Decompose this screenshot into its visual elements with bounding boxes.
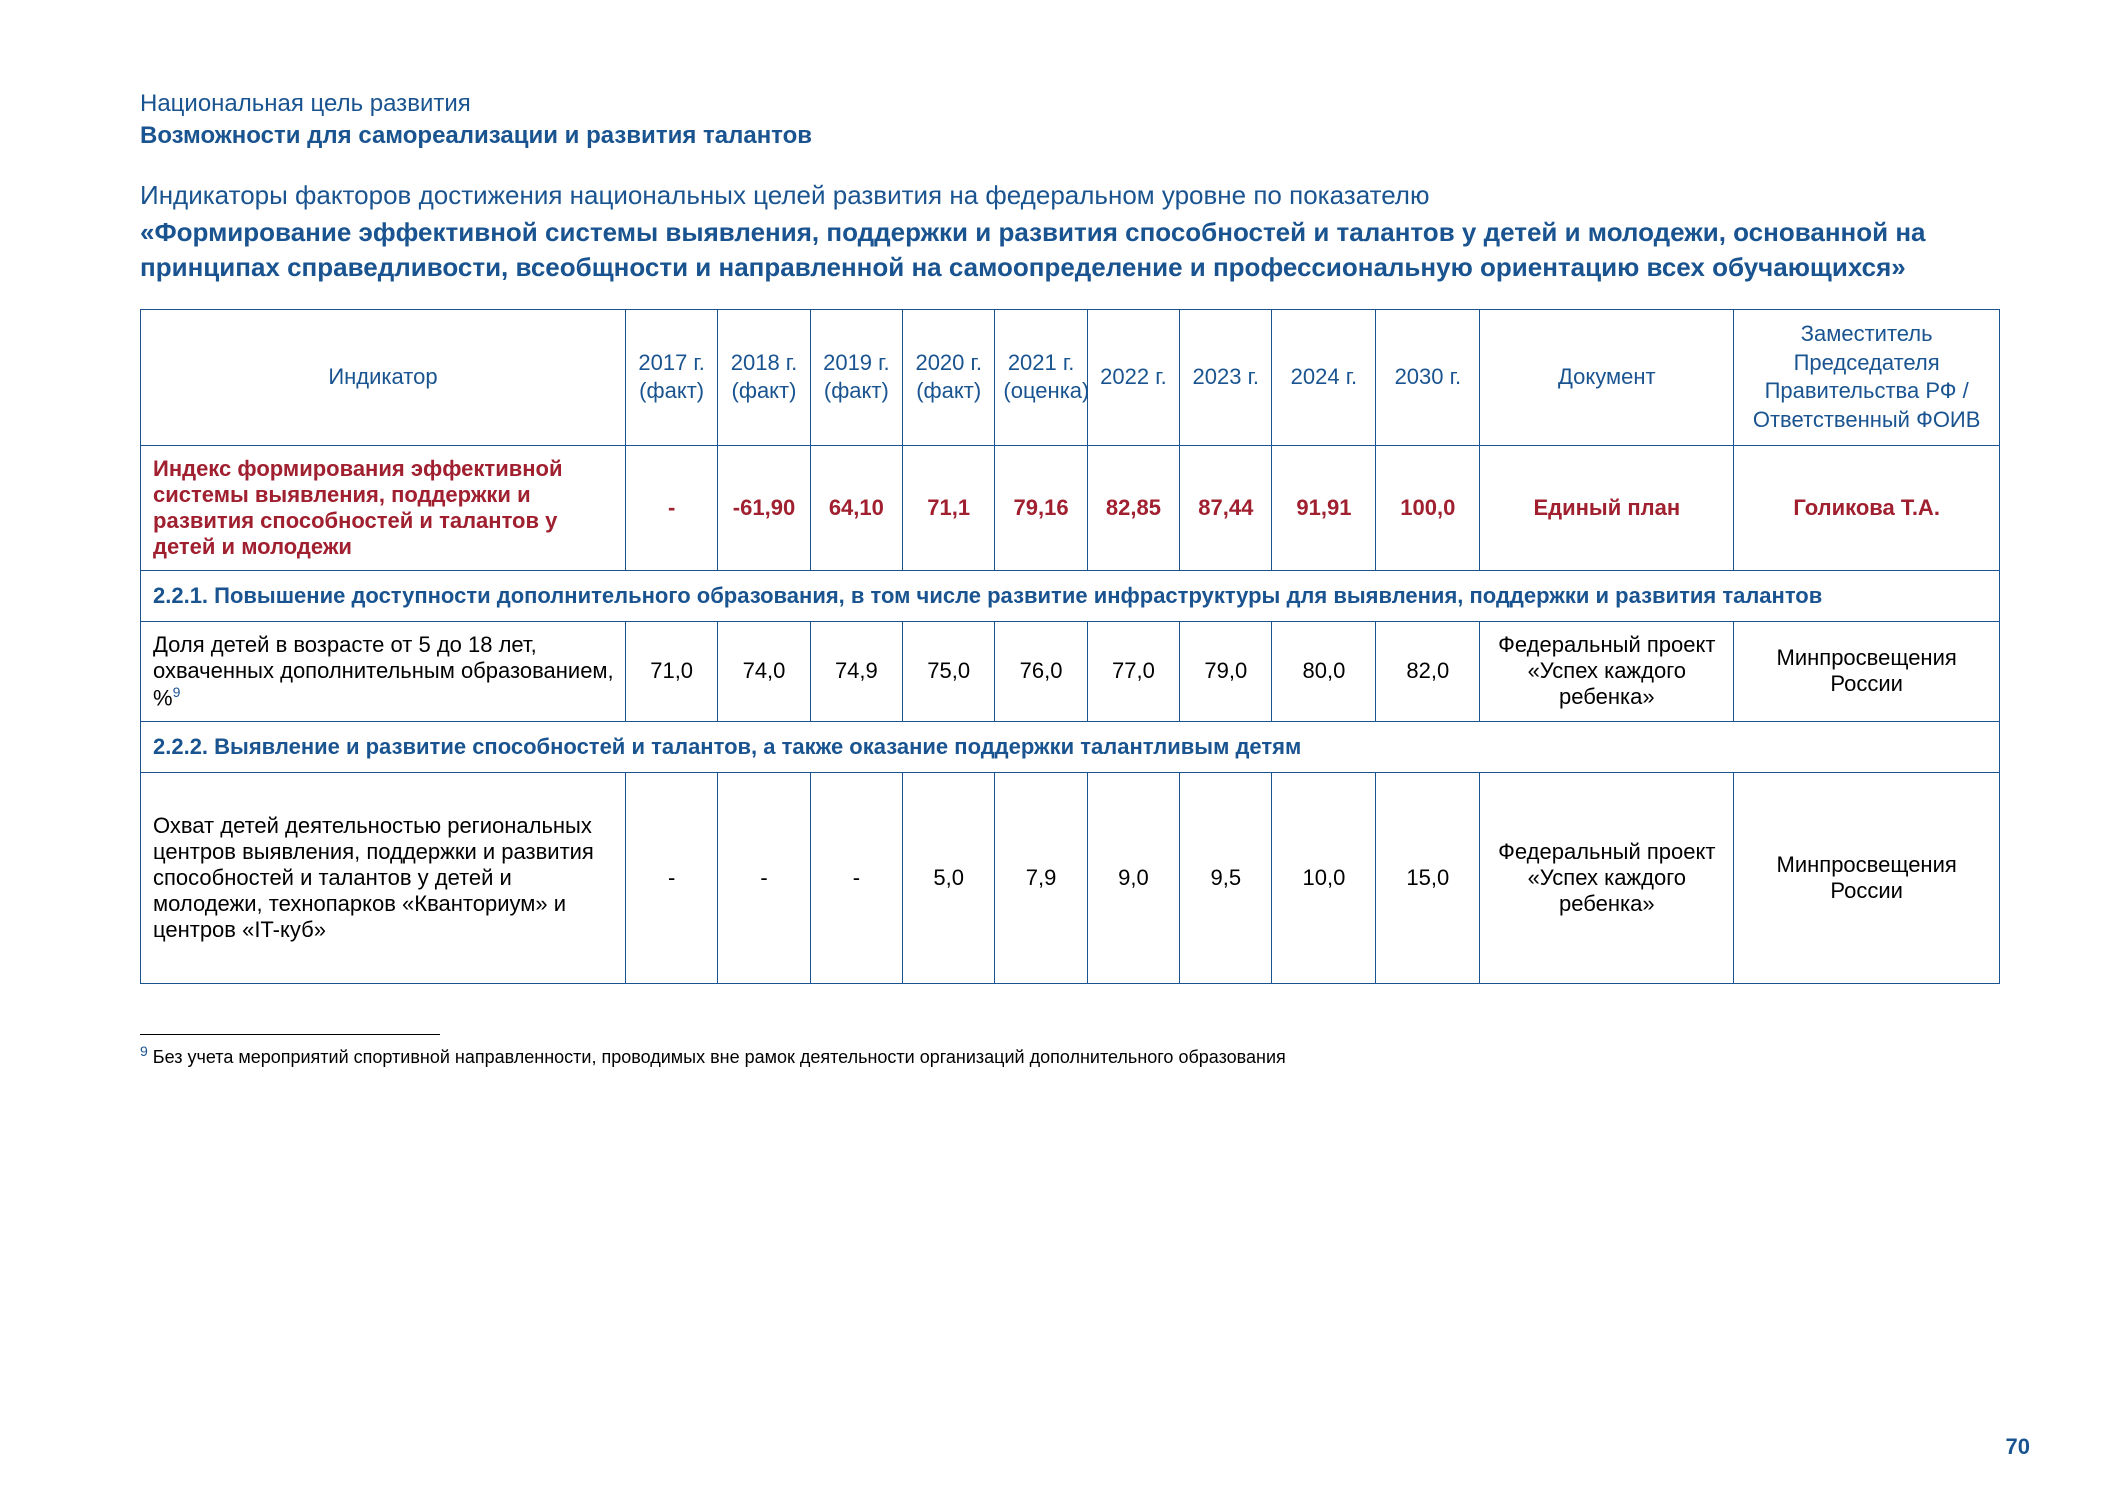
cell: 77,0 [1087, 621, 1179, 721]
section-222-title: 2.2.2. Выявление и развитие способностей… [141, 721, 2000, 772]
cell: 100,0 [1376, 445, 1480, 570]
cell: 87,44 [1180, 445, 1272, 570]
col-2019: 2019 г. (факт) [810, 310, 902, 445]
cell: 15,0 [1376, 772, 1480, 983]
cell: -61,90 [718, 445, 810, 570]
cell: 7,9 [995, 772, 1087, 983]
page-title: «Формирование эффективной системы выявле… [140, 215, 2000, 285]
page-number: 70 [2006, 1434, 2030, 1460]
row-regional-centers: Охват детей деятельностью региональных ц… [141, 772, 2000, 983]
cell: - [625, 772, 717, 983]
main-name: Индекс формирования эффективной системы … [141, 445, 626, 570]
row2-doc: Федеральный проект «Успех каждого ребенк… [1480, 772, 1734, 983]
cell: - [625, 445, 717, 570]
cell: 74,9 [810, 621, 902, 721]
main-resp: Голикова Т.А. [1734, 445, 2000, 570]
cell: 75,0 [903, 621, 995, 721]
cell: 74,0 [718, 621, 810, 721]
col-2021: 2021 г. (оценка) [995, 310, 1087, 445]
cell: 5,0 [903, 772, 995, 983]
cell: - [810, 772, 902, 983]
cell: 82,85 [1087, 445, 1179, 570]
col-2017: 2017 г. (факт) [625, 310, 717, 445]
col-2020: 2020 г. (факт) [903, 310, 995, 445]
cell: 64,10 [810, 445, 902, 570]
main-doc: Единый план [1480, 445, 1734, 570]
col-2024: 2024 г. [1272, 310, 1376, 445]
cell: - [718, 772, 810, 983]
col-2022: 2022 г. [1087, 310, 1179, 445]
col-2018: 2018 г. (факт) [718, 310, 810, 445]
row2-resp: Минпросвещения России [1734, 772, 2000, 983]
cell: 9,5 [1180, 772, 1272, 983]
cell: 91,91 [1272, 445, 1376, 570]
cell: 71,1 [903, 445, 995, 570]
cell: 82,0 [1376, 621, 1480, 721]
cell: 9,0 [1087, 772, 1179, 983]
cell: 76,0 [995, 621, 1087, 721]
col-2023: 2023 г. [1180, 310, 1272, 445]
cell: 71,0 [625, 621, 717, 721]
col-document: Документ [1480, 310, 1734, 445]
row1-resp: Минпросвещения России [1734, 621, 2000, 721]
row1-name: Доля детей в возрасте от 5 до 18 лет, ох… [141, 621, 626, 721]
footnote: 9 Без учета мероприятий спортивной напра… [140, 1043, 2000, 1068]
header-category: Национальная цель развития [140, 90, 2000, 118]
cell: 80,0 [1272, 621, 1376, 721]
table-header-row: Индикатор 2017 г. (факт) 2018 г. (факт) … [141, 310, 2000, 445]
main-index-row: Индекс формирования эффективной системы … [141, 445, 2000, 570]
section-222: 2.2.2. Выявление и развитие способностей… [141, 721, 2000, 772]
indicators-table: Индикатор 2017 г. (факт) 2018 г. (факт) … [140, 309, 2000, 984]
cell: 79,0 [1180, 621, 1272, 721]
row2-name: Охват детей деятельностью региональных ц… [141, 772, 626, 983]
row1-doc: Федеральный проект «Успех каждого ребенк… [1480, 621, 1734, 721]
header-goal: Возможности для самореализации и развити… [140, 122, 2000, 150]
col-2030: 2030 г. [1376, 310, 1480, 445]
section-221: 2.2.1. Повышение доступности дополнитель… [141, 570, 2000, 621]
col-responsible: Заместитель Председателя Правительства Р… [1734, 310, 2000, 445]
row-additional-education: Доля детей в возрасте от 5 до 18 лет, ох… [141, 621, 2000, 721]
footnote-rule [140, 1034, 440, 1035]
col-indicator: Индикатор [141, 310, 626, 445]
cell: 10,0 [1272, 772, 1376, 983]
cell: 79,16 [995, 445, 1087, 570]
intro-text: Индикаторы факторов достижения националь… [140, 180, 2000, 211]
section-221-title: 2.2.1. Повышение доступности дополнитель… [141, 570, 2000, 621]
